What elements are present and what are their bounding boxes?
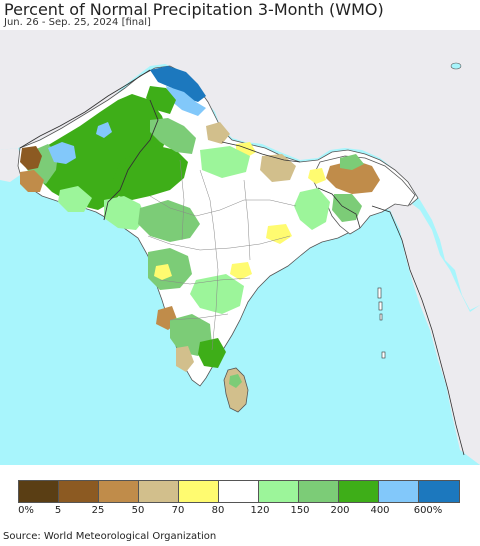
region-maharashtra-green bbox=[148, 248, 192, 290]
region-gujarat-lightgreen bbox=[104, 196, 146, 230]
region-balochistan-tan bbox=[20, 170, 44, 192]
region-assam-brown bbox=[326, 160, 380, 194]
region-karachi-lightgreen bbox=[58, 186, 92, 212]
region-up-lightgreen bbox=[200, 146, 250, 178]
legend-swatch bbox=[19, 481, 59, 502]
legend-swatch bbox=[99, 481, 139, 502]
land-outside-west bbox=[0, 148, 22, 182]
legend-label: 200 bbox=[330, 505, 350, 516]
legend-swatch bbox=[259, 481, 299, 502]
coastline-myanmar bbox=[371, 205, 465, 456]
andaman-islands bbox=[377, 287, 386, 359]
region-kashmir-blue bbox=[150, 66, 206, 102]
sri-lanka-green bbox=[229, 374, 242, 388]
land-outside-east bbox=[372, 192, 480, 465]
legend-swatch bbox=[299, 481, 339, 502]
legend-label: 600% bbox=[413, 505, 443, 516]
region-balochistan-brown bbox=[20, 146, 42, 170]
region-sikkim-yellow bbox=[308, 168, 326, 184]
legend-label: 400 bbox=[370, 505, 390, 516]
region-uttarakhand-tan bbox=[206, 122, 230, 144]
source-credit: Source: World Meteorological Organizatio… bbox=[3, 531, 217, 542]
region-bangladesh-green bbox=[332, 194, 362, 222]
legend-label: 0% bbox=[18, 505, 34, 516]
border-nepal bbox=[221, 141, 301, 163]
region-kerala-tan bbox=[176, 346, 194, 372]
region-pakistan-blue bbox=[48, 142, 76, 164]
land-outside-north bbox=[0, 30, 480, 310]
region-bengal-lightgreen bbox=[294, 188, 330, 230]
region-telangana-yellow bbox=[230, 262, 252, 280]
region-kashmir-green bbox=[146, 86, 176, 114]
legend-swatch bbox=[219, 481, 259, 502]
region-assam-green bbox=[340, 154, 364, 170]
map-svg bbox=[0, 30, 480, 465]
precipitation-map bbox=[0, 30, 480, 465]
border-pak-afg bbox=[19, 69, 151, 149]
region-nepal-tan bbox=[260, 154, 296, 182]
legend-swatch bbox=[379, 481, 419, 502]
region-rajasthan-lightgreen bbox=[150, 118, 196, 154]
region-maharashtra-yellow bbox=[154, 264, 172, 280]
legend-swatch bbox=[339, 481, 379, 502]
legend-label: 80 bbox=[211, 505, 225, 516]
legend-swatch bbox=[419, 481, 459, 502]
legend-swatch bbox=[59, 481, 99, 502]
border-pak-india bbox=[103, 99, 159, 221]
region-central-lightgreen bbox=[138, 200, 200, 242]
region-rajasthan-green bbox=[112, 146, 188, 200]
state-boundaries bbox=[147, 159, 297, 351]
region-pakistan-blue2 bbox=[96, 122, 112, 138]
legend-label: 5 bbox=[54, 505, 62, 516]
legend-label: 150 bbox=[290, 505, 310, 516]
region-kashmir-lightblue bbox=[166, 86, 206, 116]
border-bangladesh bbox=[317, 187, 361, 229]
map-title: Percent of Normal Precipitation 3-Month … bbox=[4, 0, 384, 19]
legend-label: 25 bbox=[91, 505, 105, 516]
lake-icon bbox=[450, 62, 462, 70]
region-odisha-yellow bbox=[266, 224, 292, 244]
legend-label: 50 bbox=[131, 505, 145, 516]
map-subtitle: Jun. 26 - Sep. 25, 2024 [final] bbox=[4, 17, 151, 28]
legend-labels: 0% 5 25 50 70 80 120 150 200 400 600% bbox=[0, 505, 480, 519]
region-tamilnadu-green bbox=[198, 338, 226, 368]
legend-colorbar bbox=[18, 480, 460, 503]
legend-swatch bbox=[139, 481, 179, 502]
legend-label: 70 bbox=[171, 505, 185, 516]
legend-swatch bbox=[179, 481, 219, 502]
legend-label: 120 bbox=[250, 505, 270, 516]
